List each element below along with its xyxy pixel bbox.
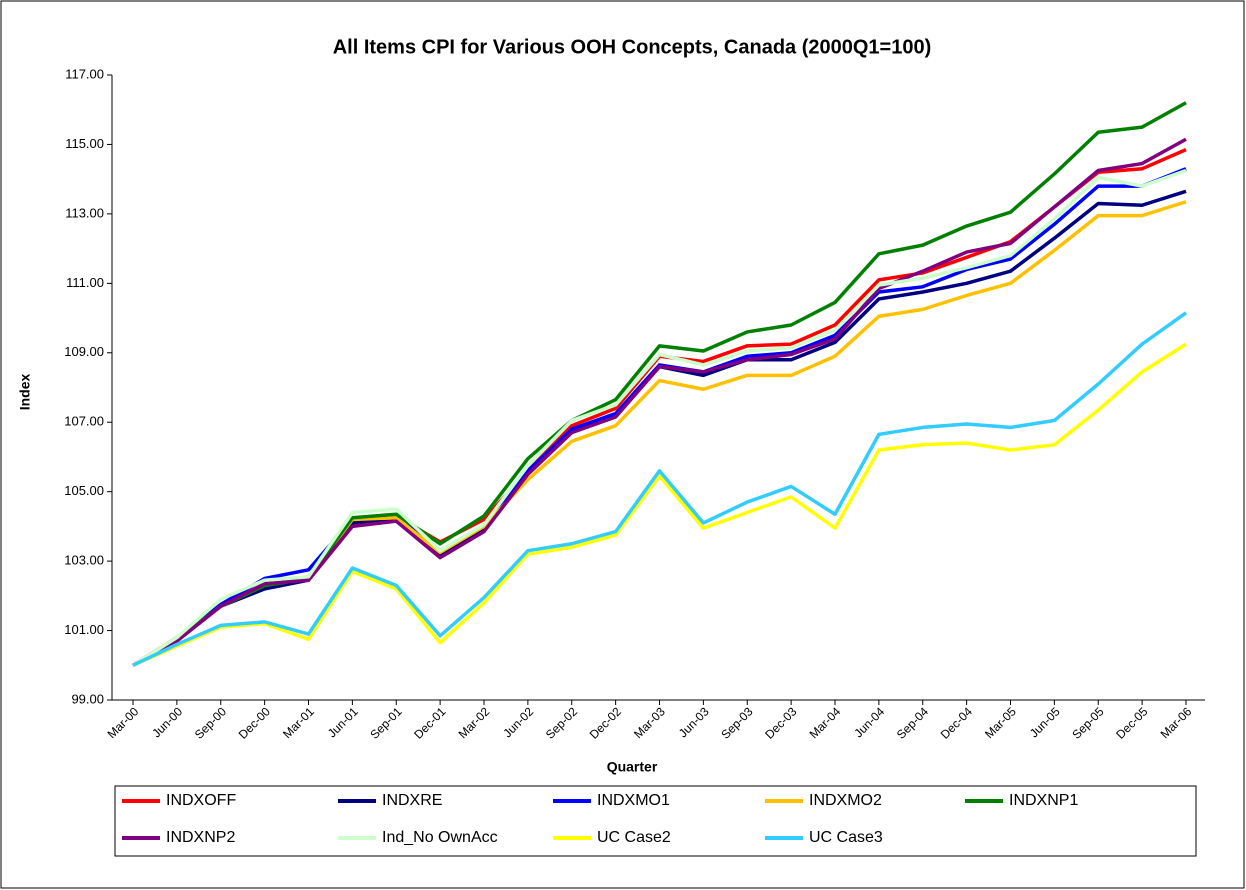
legend-box (114, 785, 1197, 857)
series-line (132, 168, 1187, 667)
y-tick-label: 113.00 (65, 205, 104, 220)
legend-label: UC Case2 (597, 829, 671, 846)
legend-label: INDXMO1 (597, 792, 670, 809)
series-line (132, 137, 1187, 667)
legend-label: INDXNP2 (166, 829, 235, 846)
legend-label: UC Case3 (809, 829, 883, 846)
y-tick-label: 101.00 (64, 622, 104, 637)
y-tick-label: 115.00 (65, 136, 104, 151)
y-tick-label: 109.00 (64, 344, 104, 359)
chart-title: All Items CPI for Various OOH Concepts, … (333, 36, 932, 58)
legend-label: INDXRE (382, 792, 442, 809)
legend-label: INDXMO2 (809, 792, 882, 809)
y-tick-label: 99.00 (71, 691, 104, 706)
y-tick-label: 107.00 (64, 414, 104, 429)
y-tick-label: 103.00 (64, 553, 104, 568)
y-tick-label: 111.00 (66, 275, 104, 290)
y-axis-title: Index (17, 374, 33, 411)
legend-label: INDXOFF (166, 792, 236, 809)
series-line (132, 342, 1187, 667)
y-tick-label: 105.00 (64, 483, 104, 498)
legend-label: INDXNP1 (1009, 792, 1078, 809)
x-axis-title: Quarter (607, 759, 658, 775)
series-line (132, 311, 1188, 667)
y-tick-label: 117.00 (65, 66, 104, 81)
legend-label: Ind_No OwnAcc (382, 829, 498, 846)
